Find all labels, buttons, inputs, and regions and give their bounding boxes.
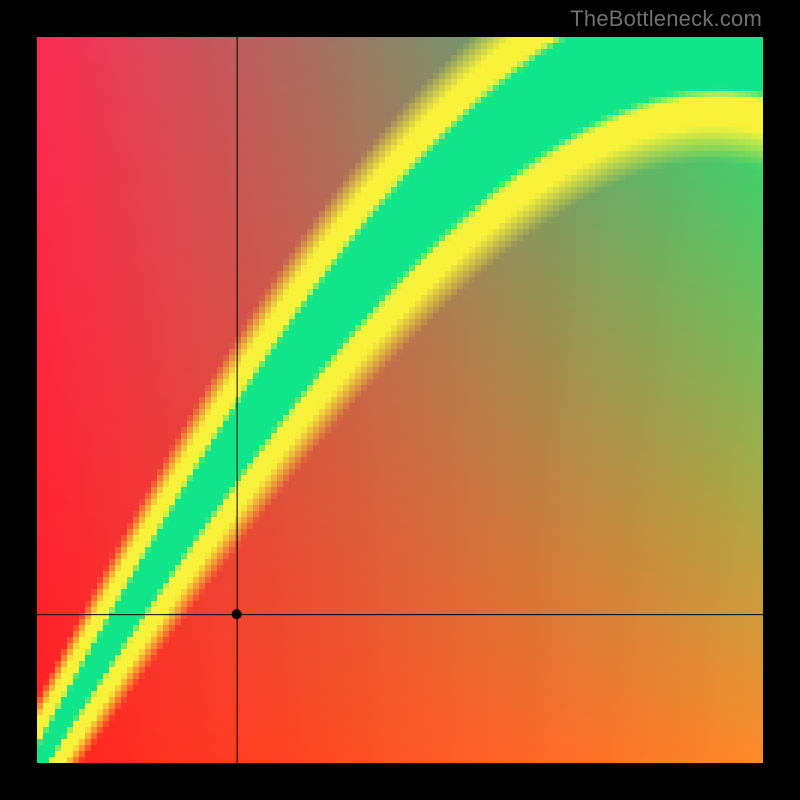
heatmap-plot [37, 37, 763, 763]
heatmap-canvas [37, 37, 763, 763]
watermark-text: TheBottleneck.com [570, 6, 762, 32]
figure-frame: TheBottleneck.com [0, 0, 800, 800]
